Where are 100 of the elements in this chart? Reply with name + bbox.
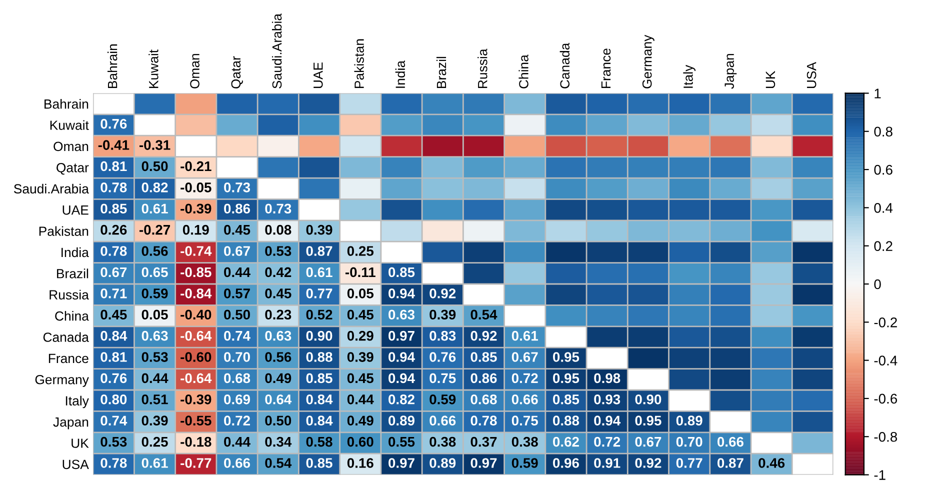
data-label: 0.77	[676, 458, 702, 468]
data-label: 0.05	[142, 310, 168, 320]
data-label: 0.66	[224, 458, 250, 468]
data-label: 0.49	[347, 416, 374, 426]
y-tick-label: Kuwait	[50, 120, 89, 130]
data-label: 0.95	[553, 352, 580, 362]
data-label: 0.94	[388, 288, 415, 298]
data-label: 0.92	[430, 288, 456, 298]
data-label: 0.60	[347, 436, 374, 447]
data-label: 0.54	[265, 458, 292, 468]
color-bar-label: 0.2	[874, 241, 892, 252]
data-label: 0.78	[100, 246, 127, 256]
data-label: 0.76	[100, 118, 127, 129]
data-label: 0.77	[306, 288, 332, 298]
data-label: 0.05	[347, 288, 374, 298]
data-label: -0.21	[180, 161, 212, 172]
x-tick-label: Germany	[642, 34, 654, 88]
y-tick-label: Russia	[50, 290, 89, 300]
data-label: 0.75	[512, 416, 538, 426]
x-tick-label: Russia	[478, 48, 488, 88]
color-bar-label: 0.6	[874, 164, 892, 175]
color-bar-label: 0.8	[874, 126, 892, 137]
data-label: 0.69	[224, 394, 250, 404]
data-label: 0.50	[142, 161, 168, 172]
data-label: 0.84	[306, 394, 333, 404]
data-label: 0.96	[553, 458, 579, 468]
data-label: 0.95	[635, 416, 662, 426]
data-label: 0.78	[100, 458, 127, 468]
y-tick-label: Canada	[43, 332, 89, 342]
data-label: -0.31	[139, 140, 170, 150]
data-label: 0.08	[265, 224, 292, 235]
data-label: 0.78	[100, 182, 127, 192]
y-tick-label: France	[48, 354, 88, 364]
data-label: -0.85	[180, 267, 212, 278]
data-label: 0.44	[347, 394, 374, 404]
data-label: 0.26	[100, 224, 127, 235]
data-label: 0.85	[306, 373, 332, 384]
data-label: 0.73	[224, 182, 250, 192]
data-label: 0.74	[100, 416, 128, 426]
data-label: 0.46	[758, 458, 785, 468]
x-tick-label: Japan	[724, 54, 737, 89]
data-label: 0.85	[388, 267, 415, 278]
data-label: 0.85	[470, 352, 497, 362]
data-label: 0.62	[553, 436, 579, 447]
data-label: 0.88	[306, 352, 332, 362]
x-tick-label: Oman	[190, 54, 200, 88]
data-label: 0.25	[347, 246, 374, 256]
data-label: 0.19	[182, 224, 209, 235]
x-tick-label: Saudi.Arabia	[272, 14, 282, 88]
data-label: 0.39	[347, 352, 374, 362]
data-label: 0.81	[100, 161, 127, 172]
x-tick-label: UK	[766, 70, 776, 88]
data-label: -0.18	[180, 436, 212, 447]
data-label: 0.59	[512, 458, 538, 468]
y-tick-label: China	[55, 311, 89, 321]
data-label: 0.61	[142, 204, 168, 214]
data-label: 0.84	[100, 330, 128, 341]
data-label: -0.60	[180, 352, 212, 362]
data-label: -0.11	[345, 267, 376, 278]
data-label: 0.68	[224, 373, 250, 384]
color-bar-label: -1	[874, 470, 886, 480]
data-label: 0.50	[265, 416, 292, 426]
data-label: 0.97	[388, 458, 414, 468]
data-label: 0.42	[265, 267, 292, 278]
data-label: 0.53	[265, 246, 292, 256]
data-label: 0.94	[594, 416, 621, 426]
x-tick-label: Bahrain	[108, 44, 118, 88]
color-bar-label: -0.8	[874, 432, 898, 442]
data-label: 0.29	[347, 330, 374, 341]
y-tick-label: India	[62, 247, 89, 258]
data-label: 0.89	[388, 416, 414, 426]
data-label: 0.81	[100, 352, 127, 362]
data-label: 0.67	[635, 436, 662, 447]
data-label: -0.77	[180, 458, 212, 468]
data-label: 0.59	[142, 288, 168, 298]
data-label: 0.53	[100, 436, 127, 447]
data-label: 0.85	[100, 204, 127, 214]
data-label: 0.64	[265, 394, 292, 404]
x-tick-label: Kuwait	[148, 50, 158, 88]
data-label: 0.37	[470, 436, 497, 447]
data-label: 0.63	[142, 330, 168, 341]
y-tick-label: USA	[62, 460, 89, 470]
data-label: 0.34	[265, 436, 292, 447]
x-tick-label: Canada	[560, 42, 570, 88]
data-label: 0.72	[224, 416, 250, 426]
x-tick-label: Italy	[683, 64, 696, 88]
data-label: 0.80	[100, 394, 127, 404]
data-label: 0.52	[306, 310, 332, 320]
data-label: 0.39	[306, 224, 332, 235]
data-label: 0.76	[430, 352, 456, 362]
data-label: 0.91	[594, 458, 620, 468]
color-bar-label: 0	[874, 279, 881, 290]
data-label: 0.61	[142, 458, 168, 468]
data-label: 0.54	[470, 310, 498, 320]
data-label: 0.85	[553, 394, 580, 404]
data-label: 0.76	[100, 373, 127, 384]
data-label: 0.82	[388, 394, 414, 404]
data-label: 0.39	[142, 416, 168, 426]
data-label: 0.58	[306, 436, 332, 447]
data-label: 0.90	[306, 330, 332, 341]
